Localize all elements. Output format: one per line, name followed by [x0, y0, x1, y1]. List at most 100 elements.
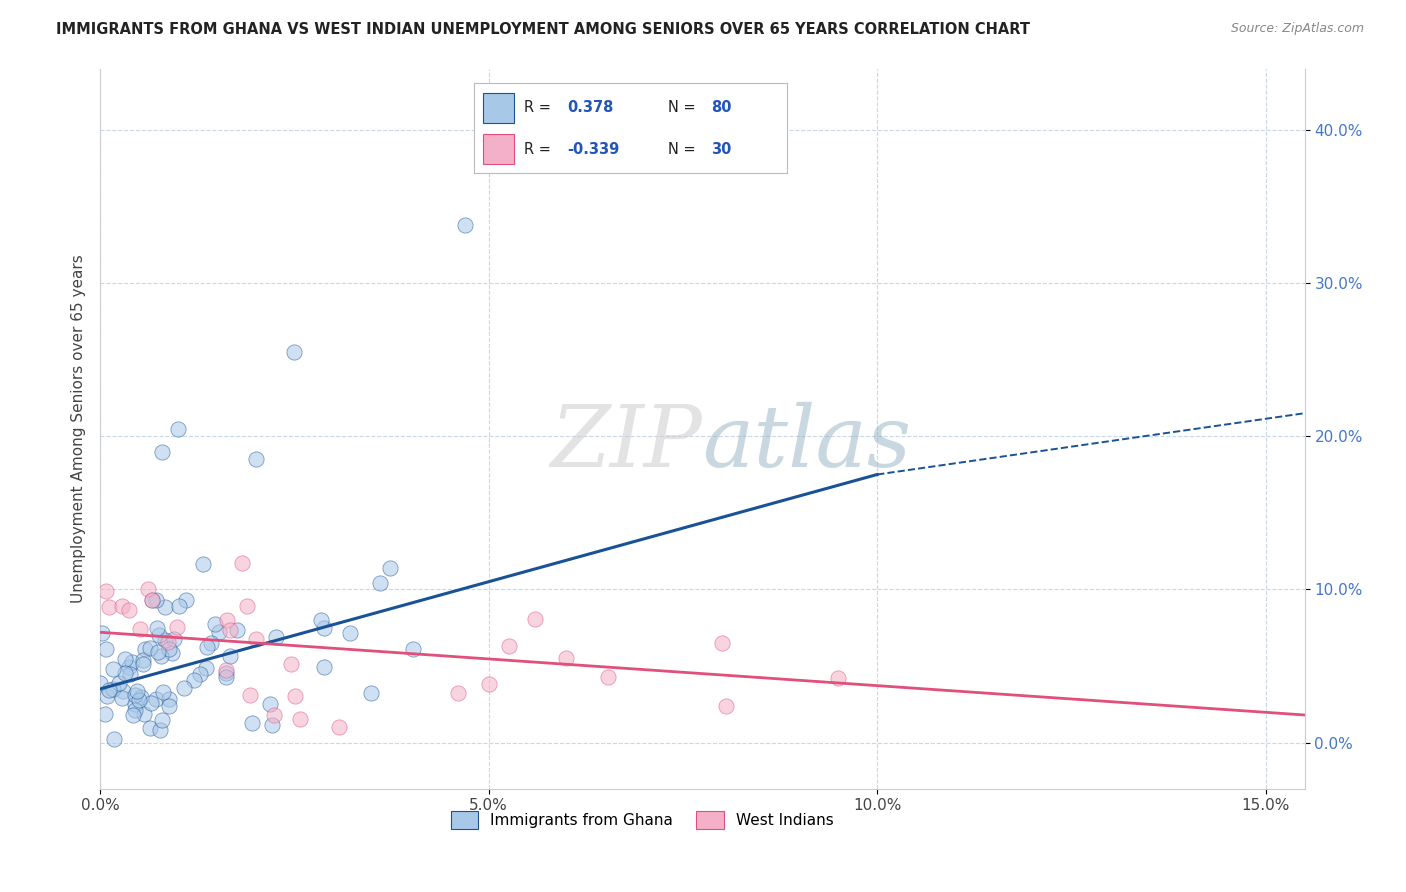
- Point: [118, 603, 141, 617]
- Point: [280, 657, 302, 671]
- Point: [245, 452, 267, 467]
- Point: [215, 665, 238, 680]
- Point: [146, 621, 169, 635]
- Point: [149, 649, 172, 664]
- Point: [188, 666, 211, 681]
- Point: [107, 676, 129, 690]
- Point: [166, 421, 188, 435]
- Text: Source: ZipAtlas.com: Source: ZipAtlas.com: [1230, 22, 1364, 36]
- Point: [96, 689, 118, 703]
- Point: [94, 706, 117, 721]
- Y-axis label: Unemployment Among Seniors over 65 years: Unemployment Among Seniors over 65 years: [72, 254, 86, 603]
- Point: [193, 557, 215, 571]
- Point: [245, 632, 267, 646]
- Point: [264, 630, 287, 644]
- Point: [146, 645, 169, 659]
- Point: [156, 635, 179, 649]
- Point: [380, 560, 402, 574]
- Point: [94, 584, 117, 599]
- Point: [128, 693, 150, 707]
- Point: [124, 703, 146, 717]
- Point: [263, 708, 285, 723]
- Point: [166, 620, 188, 634]
- Point: [153, 632, 176, 647]
- Point: [454, 218, 477, 232]
- Point: [225, 624, 247, 638]
- Point: [150, 713, 173, 727]
- Point: [103, 662, 125, 676]
- Point: [120, 667, 142, 681]
- Point: [157, 641, 180, 656]
- Point: [145, 691, 167, 706]
- Point: [716, 699, 738, 714]
- Point: [139, 721, 162, 735]
- Point: [132, 706, 155, 721]
- Point: [218, 648, 240, 663]
- Point: [129, 690, 152, 705]
- Text: atlas: atlas: [703, 401, 911, 484]
- Point: [136, 582, 159, 596]
- Point: [195, 661, 218, 675]
- Point: [498, 639, 520, 653]
- Point: [134, 641, 156, 656]
- Point: [157, 691, 180, 706]
- Point: [114, 651, 136, 665]
- Point: [478, 677, 501, 691]
- Point: [124, 688, 146, 702]
- Point: [162, 646, 184, 660]
- Point: [339, 626, 361, 640]
- Point: [596, 670, 619, 684]
- Point: [96, 641, 118, 656]
- Point: [98, 682, 121, 697]
- Point: [259, 697, 281, 711]
- Point: [141, 592, 163, 607]
- Point: [125, 683, 148, 698]
- Point: [174, 592, 197, 607]
- Point: [290, 712, 312, 726]
- Point: [91, 625, 114, 640]
- Point: [710, 636, 733, 650]
- Point: [555, 651, 578, 665]
- Point: [260, 718, 283, 732]
- Point: [215, 663, 238, 677]
- Point: [145, 592, 167, 607]
- Point: [173, 681, 195, 696]
- Point: [328, 720, 350, 734]
- Point: [169, 599, 191, 613]
- Point: [141, 592, 163, 607]
- Point: [111, 599, 134, 613]
- Point: [236, 599, 259, 613]
- Point: [157, 699, 180, 714]
- Point: [103, 731, 125, 746]
- Point: [163, 632, 186, 647]
- Point: [122, 708, 145, 723]
- Point: [200, 636, 222, 650]
- Point: [309, 613, 332, 627]
- Point: [150, 444, 173, 458]
- Point: [231, 556, 253, 570]
- Point: [139, 640, 162, 655]
- Point: [103, 681, 125, 696]
- Point: [114, 666, 136, 681]
- Point: [239, 688, 262, 702]
- Point: [524, 612, 547, 626]
- Point: [215, 670, 238, 684]
- Point: [148, 628, 170, 642]
- Text: IMMIGRANTS FROM GHANA VS WEST INDIAN UNEMPLOYMENT AMONG SENIORS OVER 65 YEARS CO: IMMIGRANTS FROM GHANA VS WEST INDIAN UNE…: [56, 22, 1031, 37]
- Point: [204, 616, 226, 631]
- Point: [131, 653, 153, 667]
- Point: [141, 696, 163, 710]
- Text: ZIP: ZIP: [551, 401, 703, 484]
- Legend: Immigrants from Ghana, West Indians: Immigrants from Ghana, West Indians: [444, 805, 839, 835]
- Point: [121, 656, 143, 670]
- Point: [111, 684, 134, 698]
- Point: [110, 690, 132, 705]
- Point: [402, 642, 425, 657]
- Point: [447, 686, 470, 700]
- Point: [124, 697, 146, 711]
- Point: [368, 576, 391, 591]
- Point: [89, 676, 111, 690]
- Point: [132, 657, 155, 672]
- Point: [312, 621, 335, 635]
- Point: [218, 623, 240, 637]
